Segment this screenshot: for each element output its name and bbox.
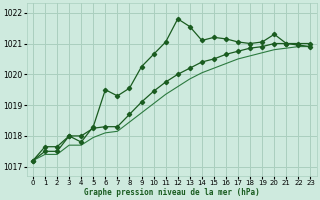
- X-axis label: Graphe pression niveau de la mer (hPa): Graphe pression niveau de la mer (hPa): [84, 188, 260, 197]
